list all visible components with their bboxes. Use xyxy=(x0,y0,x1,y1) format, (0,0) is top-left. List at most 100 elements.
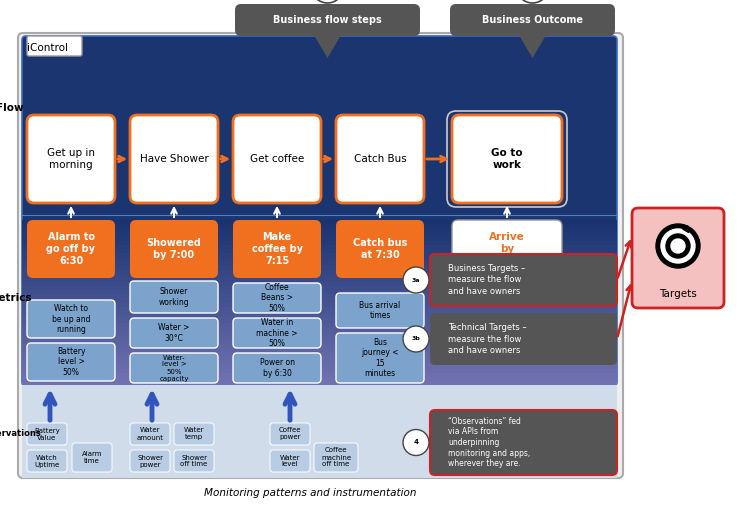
Text: Arrive
by
8:30: Arrive by 8:30 xyxy=(489,232,525,266)
FancyBboxPatch shape xyxy=(174,423,214,445)
Polygon shape xyxy=(314,36,341,58)
Text: 4: 4 xyxy=(413,439,419,446)
FancyBboxPatch shape xyxy=(22,249,617,254)
Text: Shower
off time: Shower off time xyxy=(180,455,207,467)
FancyBboxPatch shape xyxy=(452,220,562,278)
FancyBboxPatch shape xyxy=(22,245,617,250)
Text: Water >
30°C: Water > 30°C xyxy=(159,323,190,343)
FancyBboxPatch shape xyxy=(27,300,115,338)
FancyBboxPatch shape xyxy=(233,283,321,313)
Text: Battery
level >
50%: Battery level > 50% xyxy=(57,347,85,377)
FancyBboxPatch shape xyxy=(452,115,562,203)
FancyBboxPatch shape xyxy=(270,450,310,472)
Text: Water
level: Water level xyxy=(280,455,300,467)
Text: Coffee
machine
off time: Coffee machine off time xyxy=(321,448,351,467)
Text: Coffee
power: Coffee power xyxy=(279,428,302,440)
Text: Metrics: Metrics xyxy=(0,293,32,303)
Text: Monitoring patterns and instrumentation: Monitoring patterns and instrumentation xyxy=(204,488,416,498)
FancyBboxPatch shape xyxy=(22,228,617,233)
FancyBboxPatch shape xyxy=(174,450,214,472)
Circle shape xyxy=(656,224,700,268)
FancyBboxPatch shape xyxy=(22,253,617,258)
FancyBboxPatch shape xyxy=(22,270,617,275)
FancyBboxPatch shape xyxy=(22,381,617,386)
Text: Shower
working: Shower working xyxy=(159,288,189,307)
FancyBboxPatch shape xyxy=(22,278,617,283)
FancyBboxPatch shape xyxy=(22,257,617,262)
FancyBboxPatch shape xyxy=(235,4,420,36)
Circle shape xyxy=(666,234,690,258)
FancyBboxPatch shape xyxy=(22,298,617,303)
FancyBboxPatch shape xyxy=(22,348,617,353)
Circle shape xyxy=(403,267,429,293)
FancyBboxPatch shape xyxy=(22,385,617,478)
FancyBboxPatch shape xyxy=(336,115,424,203)
Text: Alarm
time: Alarm time xyxy=(82,451,102,464)
FancyBboxPatch shape xyxy=(632,208,724,308)
Circle shape xyxy=(671,239,685,253)
Text: Business Targets –
measure the flow
and have owners: Business Targets – measure the flow and … xyxy=(448,264,525,296)
FancyBboxPatch shape xyxy=(22,237,617,242)
FancyBboxPatch shape xyxy=(233,115,321,203)
FancyBboxPatch shape xyxy=(22,360,617,365)
FancyBboxPatch shape xyxy=(336,333,424,383)
Text: Battery
Value: Battery Value xyxy=(34,428,60,440)
Text: Shower
power: Shower power xyxy=(137,455,163,467)
FancyBboxPatch shape xyxy=(22,340,617,345)
Polygon shape xyxy=(519,36,545,58)
FancyBboxPatch shape xyxy=(22,344,617,349)
Text: Catch Bus: Catch Bus xyxy=(353,154,406,164)
Circle shape xyxy=(403,429,429,456)
Text: Business Outcome: Business Outcome xyxy=(482,15,583,25)
FancyBboxPatch shape xyxy=(22,319,617,324)
Text: Water
amount: Water amount xyxy=(136,428,164,440)
FancyBboxPatch shape xyxy=(336,293,424,328)
FancyBboxPatch shape xyxy=(22,368,617,373)
FancyBboxPatch shape xyxy=(430,410,617,475)
Text: “Observations” fed
via APIs from
underpinning
monitoring and apps,
wherever they: “Observations” fed via APIs from underpi… xyxy=(448,417,531,468)
Text: Water in
machine >
50%: Water in machine > 50% xyxy=(256,318,298,348)
FancyBboxPatch shape xyxy=(130,115,218,203)
FancyBboxPatch shape xyxy=(22,241,617,246)
Text: Targets: Targets xyxy=(659,289,697,299)
Text: Get coffee: Get coffee xyxy=(250,154,304,164)
Text: Have Shower: Have Shower xyxy=(139,154,208,164)
Text: Technical Targets –
measure the flow
and have owners: Technical Targets – measure the flow and… xyxy=(448,324,527,355)
FancyBboxPatch shape xyxy=(22,261,617,266)
Circle shape xyxy=(403,326,429,352)
Text: Water
temp: Water temp xyxy=(184,428,205,440)
FancyBboxPatch shape xyxy=(22,265,617,270)
Text: Coffee
Beans >
50%: Coffee Beans > 50% xyxy=(261,283,293,313)
FancyBboxPatch shape xyxy=(430,254,617,306)
FancyBboxPatch shape xyxy=(233,318,321,348)
FancyBboxPatch shape xyxy=(22,331,617,336)
FancyBboxPatch shape xyxy=(130,220,218,278)
FancyBboxPatch shape xyxy=(22,302,617,308)
Text: Make
coffee by
7:15: Make coffee by 7:15 xyxy=(251,232,302,266)
FancyBboxPatch shape xyxy=(18,33,623,478)
FancyBboxPatch shape xyxy=(130,423,170,445)
Circle shape xyxy=(516,0,548,3)
Text: Catch bus
at 7:30: Catch bus at 7:30 xyxy=(353,238,408,260)
FancyBboxPatch shape xyxy=(130,450,170,472)
Text: Bus
journey <
15
minutes: Bus journey < 15 minutes xyxy=(362,338,399,378)
Text: Watch to
be up and
running: Watch to be up and running xyxy=(52,304,90,334)
Text: Showered
by 7:00: Showered by 7:00 xyxy=(147,238,202,260)
FancyBboxPatch shape xyxy=(22,307,617,312)
FancyBboxPatch shape xyxy=(27,343,115,381)
FancyBboxPatch shape xyxy=(270,423,310,445)
FancyBboxPatch shape xyxy=(130,281,218,313)
Text: Business flow steps: Business flow steps xyxy=(273,15,382,25)
FancyBboxPatch shape xyxy=(130,318,218,348)
Text: Watch
Uptime: Watch Uptime xyxy=(34,455,59,467)
FancyBboxPatch shape xyxy=(430,313,617,365)
FancyBboxPatch shape xyxy=(22,36,617,386)
Text: iControl: iControl xyxy=(27,43,67,53)
Text: Go to
work: Go to work xyxy=(491,148,523,170)
Text: Alarm to
go off by
6:30: Alarm to go off by 6:30 xyxy=(47,232,96,266)
FancyBboxPatch shape xyxy=(22,224,617,229)
FancyBboxPatch shape xyxy=(22,373,617,378)
FancyBboxPatch shape xyxy=(130,353,218,383)
Text: Get up in
morning: Get up in morning xyxy=(47,148,95,170)
FancyBboxPatch shape xyxy=(22,311,617,316)
